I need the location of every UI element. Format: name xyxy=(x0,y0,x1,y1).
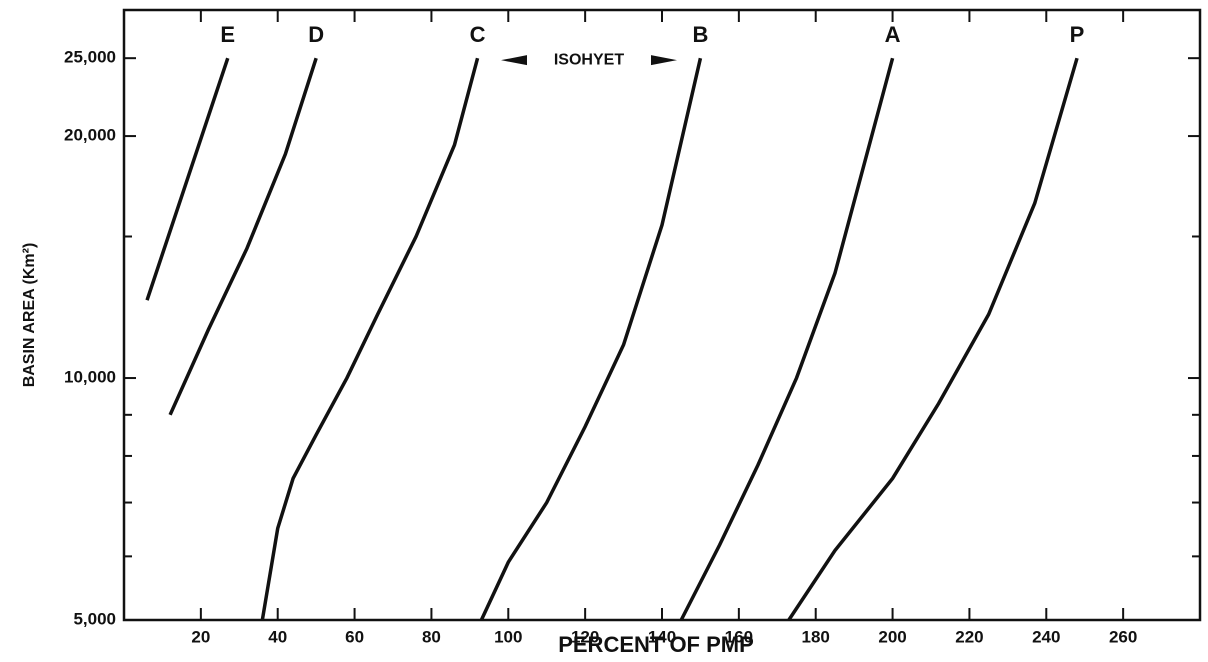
x-tick-label: 160 xyxy=(725,627,753,646)
isohyet-curve xyxy=(679,57,895,621)
isohyet-curve xyxy=(787,57,1079,621)
y-tick-label: 5,000 xyxy=(73,609,116,628)
x-tick-label: 140 xyxy=(648,627,676,646)
y-axis-label: BASIN AREA (Km²) xyxy=(21,243,38,388)
isohyet-curve xyxy=(168,57,318,416)
plot-frame xyxy=(122,8,1202,622)
y-tick-label: 10,000 xyxy=(64,368,116,387)
curve-label: E xyxy=(220,22,235,47)
isohyet-curve xyxy=(479,57,703,621)
x-axis-label: PERCENT OF PMP xyxy=(558,632,754,657)
x-tick-label: 40 xyxy=(268,627,287,646)
y-tick-label: 25,000 xyxy=(64,48,116,67)
annotation: ISOHYET xyxy=(554,51,624,68)
curve-label: P xyxy=(1070,22,1085,47)
x-tick-label: 200 xyxy=(878,627,906,646)
x-tick-label: 180 xyxy=(802,627,830,646)
x-tick-label: 120 xyxy=(571,627,599,646)
x-tick-label: 240 xyxy=(1032,627,1060,646)
arrow-left xyxy=(500,55,527,66)
x-tick-label: 80 xyxy=(422,627,441,646)
curve-label: B xyxy=(692,22,708,47)
isohyet-curve xyxy=(260,57,480,621)
y-tick-label: 20,000 xyxy=(64,126,116,145)
x-tick-label: 260 xyxy=(1109,627,1137,646)
arrow-right xyxy=(650,55,677,66)
curve-label: C xyxy=(470,22,486,47)
x-tick-label: 220 xyxy=(955,627,983,646)
x-tick-label: 60 xyxy=(345,627,364,646)
x-tick-label: 20 xyxy=(191,627,210,646)
curve-label: A xyxy=(885,22,901,47)
curve-label: D xyxy=(308,22,324,47)
isohyet-curve xyxy=(145,57,230,301)
x-tick-label: 100 xyxy=(494,627,522,646)
